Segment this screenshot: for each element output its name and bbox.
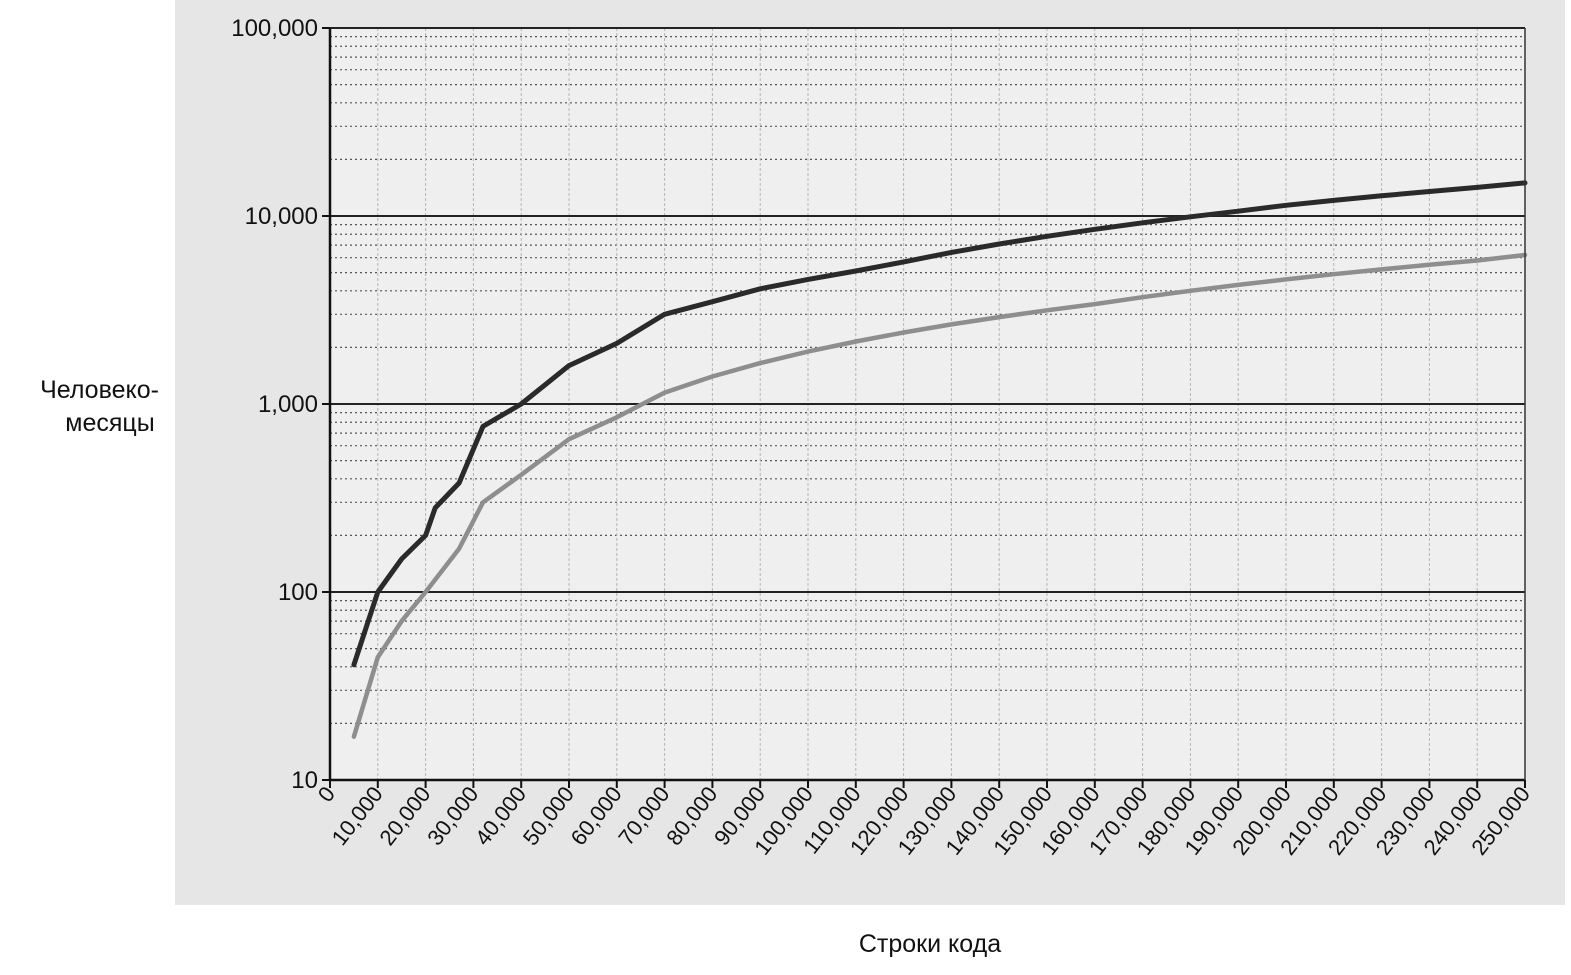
series-line-2 [351, 252, 1528, 739]
y-tick-label: 100 [278, 579, 318, 606]
y-axis-title: Человеко- месяцы [40, 376, 166, 437]
minor-grid [330, 28, 1526, 780]
y-tick-label: 10 [291, 767, 318, 794]
axes [322, 27, 1526, 788]
y-tick-labels: 10 100 1,000 10,000 100,000 [231, 15, 318, 794]
y-axis-title-line-1: Человеко- [40, 376, 159, 404]
y-axis-title-line-2: месяцы [65, 409, 154, 437]
y-tick-label: 100,000 [231, 15, 318, 42]
series-layer [351, 180, 1528, 739]
x-axis-title: Строки кода [859, 930, 1001, 958]
y-tick-label: 1,000 [258, 391, 318, 418]
series-line-1 [351, 180, 1528, 668]
y-tick-label: 10,000 [245, 203, 318, 230]
